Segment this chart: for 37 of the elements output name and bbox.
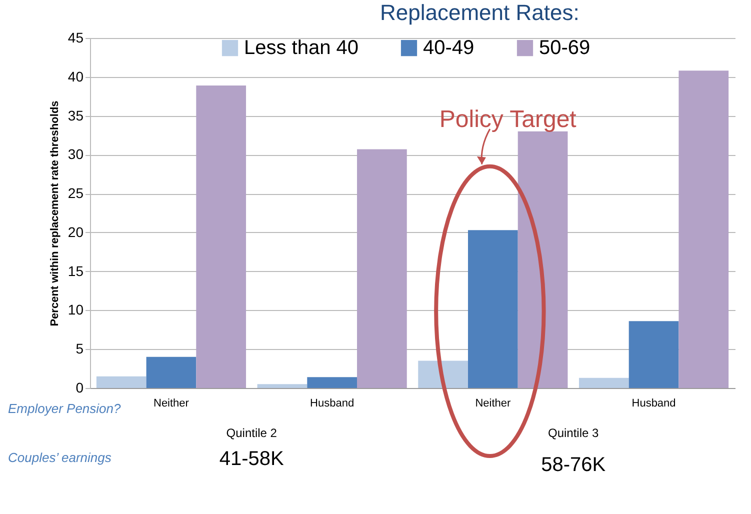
legend-label: 50-69 [539, 37, 590, 59]
bar [468, 230, 518, 388]
chart-title: Replacement Rates: [380, 0, 580, 26]
bar [307, 377, 358, 388]
text: Quintile 2 [226, 426, 277, 440]
y-tick-label: 20 [68, 224, 84, 240]
text: Quintile 3 [548, 426, 599, 440]
y-tick-label: 30 [68, 146, 84, 162]
bar [578, 378, 629, 388]
x-tick-label: Neither [475, 398, 511, 410]
bar [146, 356, 196, 388]
y-tick-label: 10 [68, 302, 84, 318]
text: 41-58K [219, 448, 284, 471]
x-tick-label: Husband [632, 398, 676, 410]
x-tick-label: Husband [310, 398, 354, 410]
bar [257, 384, 308, 388]
y-tick-label: 0 [76, 380, 84, 396]
y-tick-label: 25 [68, 185, 84, 202]
y-tick-label: 40 [68, 68, 84, 84]
legend-label: Less than 40 [244, 37, 359, 59]
y-axis-title: Percent within replacement rate thresholds [48, 100, 61, 326]
annotation: Policy Target [439, 106, 576, 134]
text: Couples’ earnings [8, 450, 112, 465]
bar [196, 85, 246, 388]
y-tick-label: 35 [68, 107, 84, 124]
x-tick-label: Neither [153, 398, 190, 410]
bar [678, 70, 729, 388]
bar [418, 360, 468, 388]
y-tick-label: 15 [68, 262, 84, 279]
bar [628, 321, 679, 388]
bar [96, 376, 146, 388]
text: Employer Pension? [8, 401, 121, 416]
legend-label: 40-49 [423, 37, 474, 59]
y-tick-label: 5 [76, 340, 84, 357]
y-tick-label: 45 [68, 30, 84, 46]
text: 58-76K [541, 454, 606, 477]
bar [357, 149, 407, 388]
